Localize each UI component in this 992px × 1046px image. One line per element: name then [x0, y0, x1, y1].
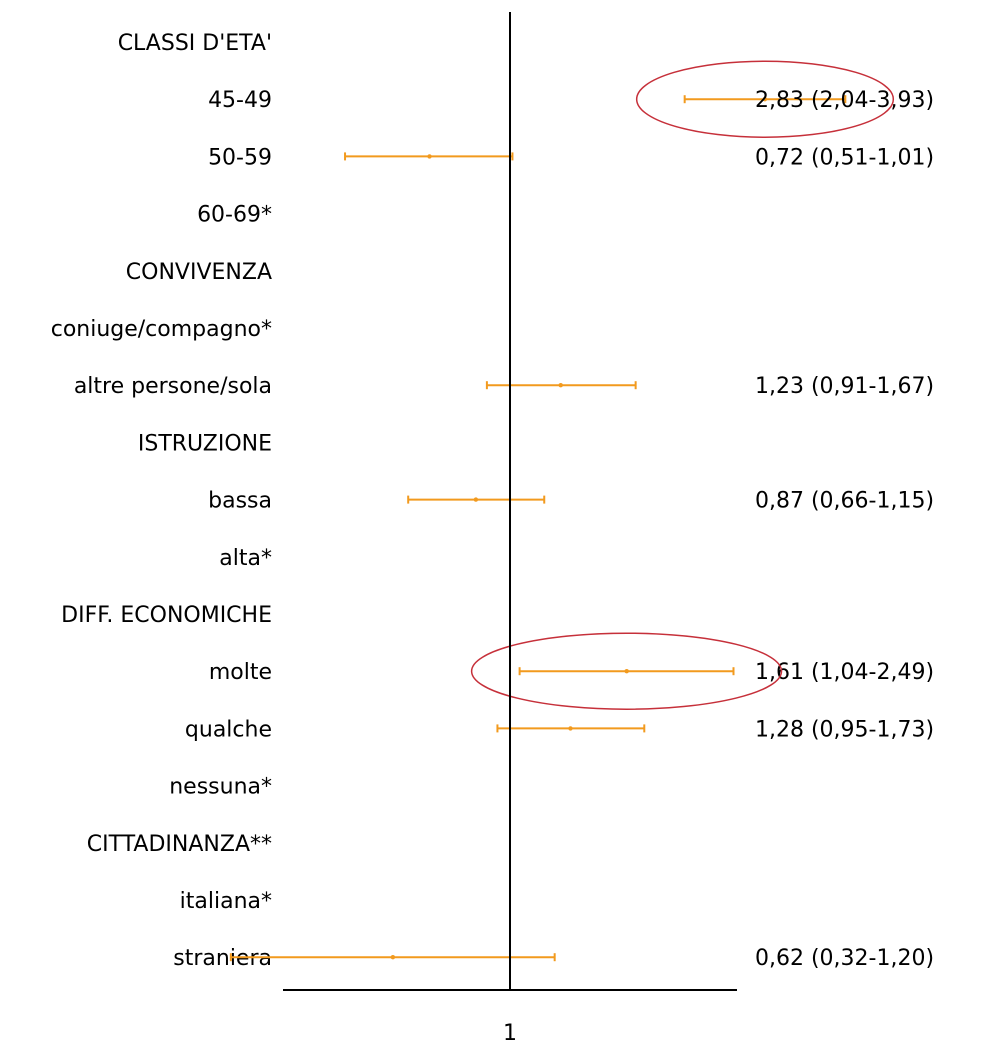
odds-ratio-point	[427, 154, 432, 159]
row-label: altre persone/sola	[74, 374, 272, 399]
odds-ratio-point	[568, 726, 573, 731]
group-header-label: DIFF. ECONOMICHE	[61, 603, 272, 628]
odds-ratio-value: 1,28 (0,95-1,73)	[755, 717, 934, 742]
highlight-ellipse	[470, 632, 783, 710]
odds-ratio-point	[624, 669, 629, 674]
odds-ratio-point	[473, 497, 479, 502]
row-label: alta*	[219, 546, 272, 571]
group-header-label: ISTRUZIONE	[138, 431, 272, 456]
highlight-ellipse	[635, 60, 895, 138]
group-header-label: CITTADINANZA**	[87, 832, 272, 857]
row-label: straniera	[173, 946, 272, 971]
odds-ratio-value: 0,72 (0,51-1,01)	[755, 145, 934, 170]
group-header-label: CONVIVENZA	[126, 260, 272, 285]
odds-ratio-value: 2,83 (2,04-3,93)	[755, 88, 934, 113]
row-label: 60-69*	[197, 203, 272, 228]
row-label: qualche	[185, 717, 272, 742]
odds-ratio-value: 0,62 (0,32-1,20)	[755, 946, 934, 971]
group-header-label: CLASSI D'ETA'	[118, 31, 272, 56]
odds-ratio-point	[762, 97, 768, 102]
odds-ratio-value: 1,61 (1,04-2,49)	[755, 660, 934, 685]
odds-ratio-value: 0,87 (0,66-1,15)	[755, 489, 934, 514]
odds-ratio-point	[558, 383, 563, 388]
row-label: 50-59	[208, 145, 272, 170]
row-label: bassa	[208, 489, 272, 514]
row-label: coniuge/compagno*	[51, 317, 272, 342]
rows-layer: CLASSI D'ETA' 45-49 2,83 (2,04-3,93) 50-59 0…	[51, 31, 934, 971]
row-label: molte	[209, 660, 272, 685]
row-label: nessuna*	[169, 775, 272, 800]
row-label: 45-49	[208, 88, 272, 113]
odds-ratio-value: 1,23 (0,91-1,67)	[755, 374, 934, 399]
odds-ratio-point	[390, 955, 396, 960]
row-label: italiana*	[180, 889, 272, 914]
x-tick-label: 1	[503, 1021, 517, 1046]
